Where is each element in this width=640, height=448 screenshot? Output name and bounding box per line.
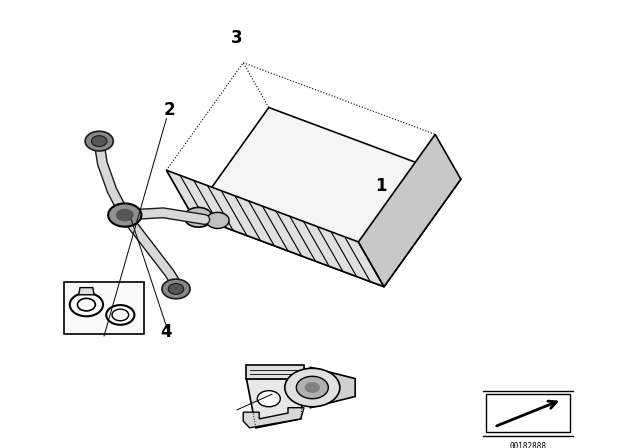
Polygon shape <box>243 408 304 428</box>
Circle shape <box>112 309 129 321</box>
Polygon shape <box>192 108 461 287</box>
Circle shape <box>70 293 103 316</box>
Polygon shape <box>310 367 355 408</box>
Bar <box>486 394 570 432</box>
Text: 2: 2 <box>164 101 175 119</box>
Circle shape <box>108 203 141 227</box>
Circle shape <box>206 212 229 228</box>
Text: 3: 3 <box>231 29 243 47</box>
Circle shape <box>77 298 95 311</box>
Circle shape <box>305 382 320 393</box>
Polygon shape <box>246 365 304 379</box>
Circle shape <box>92 136 107 146</box>
Text: 00182888: 00182888 <box>509 442 547 448</box>
Circle shape <box>106 305 134 325</box>
Circle shape <box>116 209 134 221</box>
Circle shape <box>184 207 212 227</box>
Circle shape <box>162 279 190 299</box>
Bar <box>64 282 144 334</box>
Text: 1: 1 <box>375 177 387 195</box>
Circle shape <box>85 131 113 151</box>
Polygon shape <box>358 134 461 287</box>
Circle shape <box>168 284 184 294</box>
Circle shape <box>257 391 280 407</box>
Polygon shape <box>166 170 384 287</box>
Circle shape <box>285 368 340 407</box>
Polygon shape <box>79 288 94 295</box>
Text: 4: 4 <box>161 323 172 340</box>
Polygon shape <box>246 379 304 428</box>
Circle shape <box>296 376 328 399</box>
